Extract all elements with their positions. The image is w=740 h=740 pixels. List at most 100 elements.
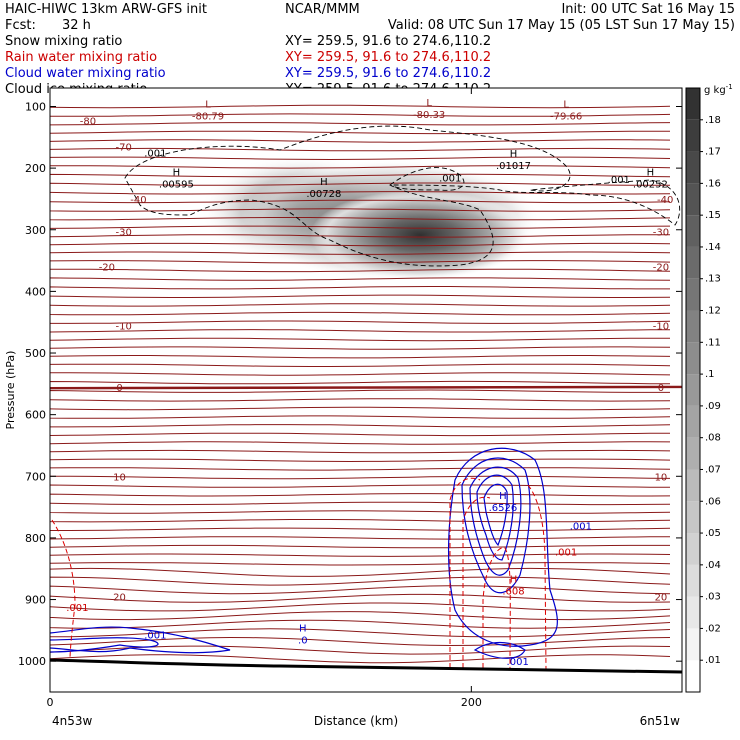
field-xy-rain: XY= 259.5, 91.6 to 274.6,110.2 xyxy=(285,50,491,65)
colorbar-swatch xyxy=(686,151,700,184)
temperature-contour-line xyxy=(50,467,671,471)
colorbar-swatch xyxy=(686,119,700,152)
field-name-rain: Rain water mixing ratio xyxy=(5,50,157,65)
extremum-kind: H xyxy=(299,624,307,635)
terrain-line xyxy=(50,658,682,674)
colorbar-label: .17 xyxy=(705,147,721,158)
temperature-contour-line xyxy=(50,406,671,411)
temperature-label-right: -40 xyxy=(657,195,673,206)
extremum-kind: H xyxy=(510,574,518,585)
snow-shading-core xyxy=(310,190,530,280)
extrema-labels: L-80.79L-80.33L-79.66H.00595 H.00728H.010… xyxy=(159,98,668,647)
temperature-contour-line xyxy=(50,113,671,117)
extremum-kind: L xyxy=(563,100,569,111)
extremum-kind: H xyxy=(173,168,181,179)
temperature-label: -30 xyxy=(116,228,132,239)
temperature-contour-line xyxy=(50,475,671,480)
colorbar-swatch xyxy=(686,88,700,120)
valid-time: Valid: 08 UTC Sun 17 May 15 (05 LST Sun … xyxy=(388,18,735,33)
rain-water-contour-4 xyxy=(482,547,511,669)
temperature-contour-line xyxy=(50,398,671,402)
temperature-label: -20 xyxy=(99,263,115,274)
temperature-label: -70 xyxy=(116,143,132,154)
temperature-contour-line xyxy=(50,553,671,557)
temperature-contour-line xyxy=(50,337,670,342)
colorbar-label: .05 xyxy=(705,528,721,539)
temperature-label: 20 xyxy=(113,592,126,603)
cloud-water-contour-3 xyxy=(469,466,522,576)
temperature-contour-line xyxy=(50,372,671,376)
temperature-contour-line xyxy=(50,130,670,135)
colorbar-frame xyxy=(685,87,701,693)
temperature-label: -80 xyxy=(80,117,96,128)
y-tick-label: 800 xyxy=(25,532,46,545)
cloud-water-contour-6 xyxy=(473,641,526,659)
extremum-kind: H xyxy=(320,177,328,188)
init-time: Init: 00 UTC Sat 16 May 15 xyxy=(561,2,735,17)
extremum-kind: L xyxy=(205,100,211,111)
extremum-value: .608 xyxy=(502,586,524,597)
colorbar-label: .14 xyxy=(705,242,721,253)
y-tick-label: 1000 xyxy=(18,655,46,668)
cloud-ice-contour-inner xyxy=(389,167,465,191)
colorbar-label: .08 xyxy=(705,433,721,444)
colorbar-swatch xyxy=(686,469,700,502)
temperature-contour-line xyxy=(50,493,671,497)
temperature-contour-line xyxy=(50,576,671,586)
temperature-contour-line xyxy=(50,217,671,221)
y-tick-label: 600 xyxy=(25,409,46,422)
zero-isotherm xyxy=(50,385,682,390)
cloud-ice-contour xyxy=(124,125,681,267)
temperature-label: 0 xyxy=(116,383,122,394)
colorbar-label: .1 xyxy=(705,369,715,380)
colorbar-swatch xyxy=(686,342,700,375)
temperature-contour-line xyxy=(50,619,671,629)
temperature-contour-line xyxy=(50,432,671,437)
temperature-contour-line xyxy=(50,424,671,428)
cloud-water-contour-5 xyxy=(483,483,508,547)
temperature-contour-line xyxy=(50,225,671,230)
cloud-water-contour-7 xyxy=(50,626,231,654)
colorbar-unit-exp: -1 xyxy=(726,83,733,91)
temperature-contour-line xyxy=(50,311,671,316)
temperature-contour-line xyxy=(50,636,671,647)
temperature-contour-line xyxy=(50,234,670,238)
temperature-contour-line xyxy=(50,182,670,186)
temperature-label-right: -20 xyxy=(653,263,669,274)
temperature-contour-line xyxy=(50,611,671,621)
temperature-label: 10 xyxy=(113,472,126,483)
temperature-contour-line xyxy=(50,208,671,212)
temperature-contour-line xyxy=(50,562,671,566)
contour-value-label: .001 xyxy=(439,173,461,184)
temperature-contour-line xyxy=(50,441,671,445)
cloud-water-contours xyxy=(50,447,558,659)
temperature-contour-line xyxy=(50,501,671,506)
rain-water-contour-1 xyxy=(51,519,76,661)
temperature-contour-line xyxy=(50,415,671,419)
colorbar-label: .07 xyxy=(705,464,721,475)
contour-value-label: .001 xyxy=(555,547,577,558)
contour-value-label: .001 xyxy=(144,631,166,642)
temperature-contour-line xyxy=(50,199,671,204)
temperature-contour-line xyxy=(50,536,671,540)
colorbar-swatch xyxy=(686,596,700,629)
field-name-snow: Snow mixing ratio xyxy=(5,34,122,49)
contour-value-label: .001 xyxy=(570,522,592,533)
header: HAIC-HIWC 13km ARW-GFS init NCAR/MMM Ini… xyxy=(5,2,735,97)
temperature-label-right: -10 xyxy=(653,321,669,332)
temperature-contour-line xyxy=(50,268,671,273)
temperature-label: -10 xyxy=(116,321,132,332)
temperature-contour-line xyxy=(50,585,671,595)
temperature-contour-line xyxy=(50,527,671,531)
temperature-contour-line xyxy=(50,173,671,178)
temperature-contour-line xyxy=(50,251,671,255)
colorbar-label: .16 xyxy=(705,178,721,189)
temperature-contour-line xyxy=(50,602,671,612)
temperature-contour-line xyxy=(50,484,671,488)
temperature-label-right: 10 xyxy=(655,472,668,483)
temperature-contour-line xyxy=(50,294,671,298)
rain-water-contour-2 xyxy=(449,477,481,668)
cloud-water-contour-2 xyxy=(461,457,531,594)
temperature-contour-line xyxy=(50,286,670,290)
